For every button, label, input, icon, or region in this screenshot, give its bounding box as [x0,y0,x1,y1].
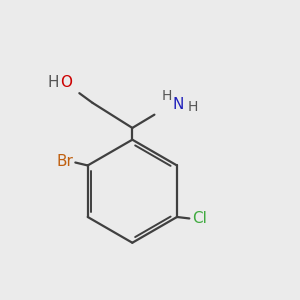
Text: O: O [60,75,72,90]
Text: N: N [172,97,184,112]
Text: H: H [188,100,198,114]
Text: Cl: Cl [192,211,207,226]
Text: Br: Br [56,154,73,169]
Text: H: H [162,88,172,103]
Text: H: H [47,75,59,90]
